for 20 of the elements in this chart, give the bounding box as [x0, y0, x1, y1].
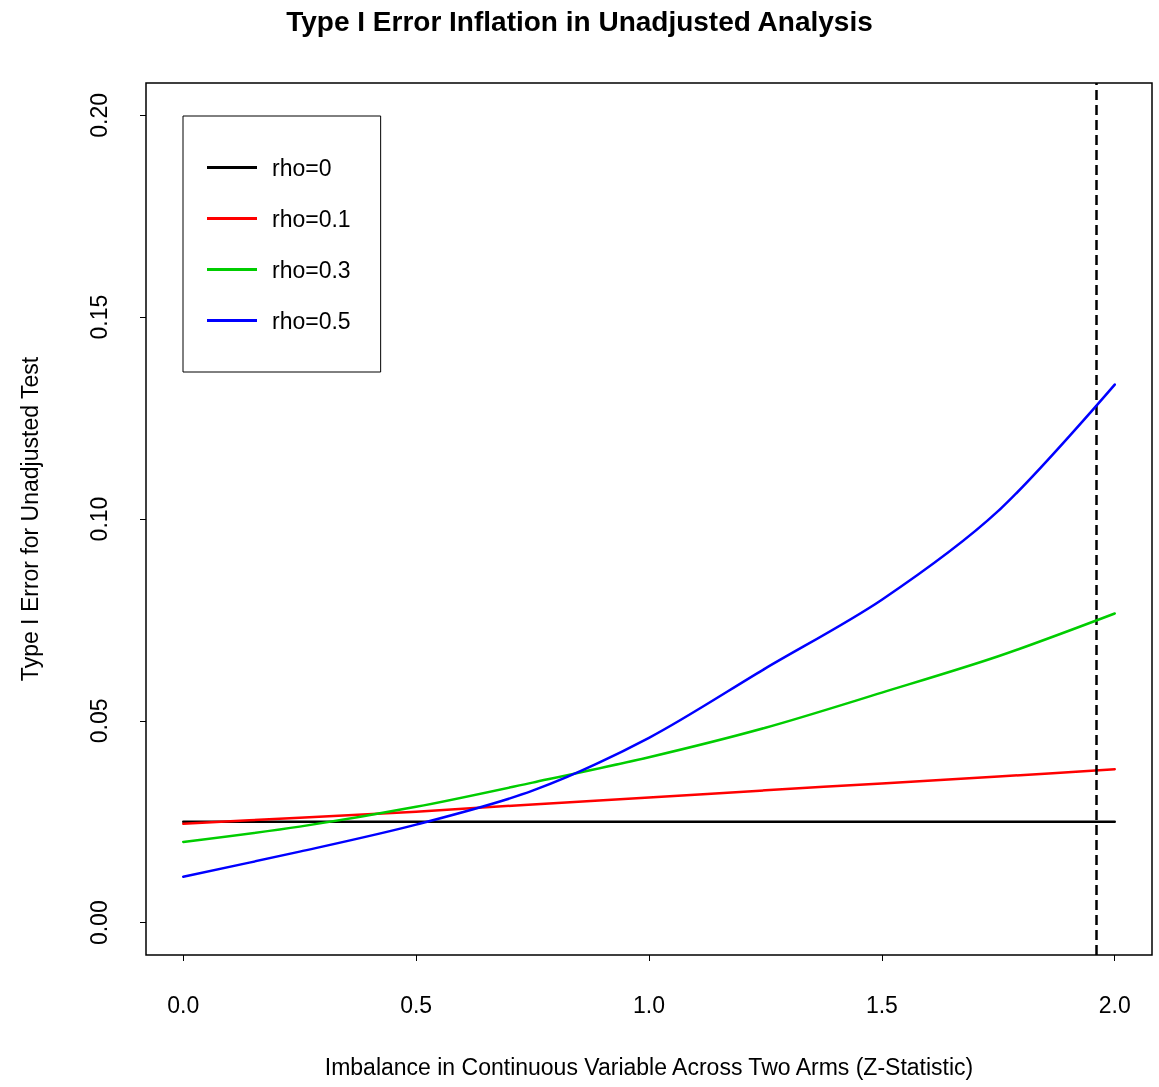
x-tick-label: 2.0 [1098, 991, 1131, 1018]
y-tick-label: 0.15 [85, 294, 112, 340]
chart-title: Type I Error Inflation in Unadjusted Analysis [286, 5, 873, 37]
y-axis-title: Type I Error for Unadjusted Test [16, 356, 43, 682]
x-tick-label: 1.0 [633, 991, 665, 1018]
x-axis-title: Imbalance in Continuous Variable Across Two Arms (Z-Statistic) [324, 1053, 974, 1080]
y-tick-label: 0.05 [85, 698, 112, 744]
legend-label: rho=0.1 [272, 205, 351, 232]
y-tick-label: 0.00 [85, 900, 112, 946]
y-tick-label: 0.10 [85, 496, 112, 542]
x-tick-label: 1.5 [865, 991, 898, 1018]
line-series [182, 612, 1116, 844]
line-series [182, 383, 1116, 878]
x-tick-label: 0.0 [167, 991, 200, 1018]
x-tick-label: 0.5 [400, 991, 433, 1018]
line-series [182, 768, 1116, 826]
y-tick-label: 0.20 [85, 92, 112, 138]
legend-label: rho=0.5 [272, 307, 351, 334]
legend-label: rho=0 [272, 154, 332, 181]
legend-label: rho=0.3 [272, 256, 351, 283]
